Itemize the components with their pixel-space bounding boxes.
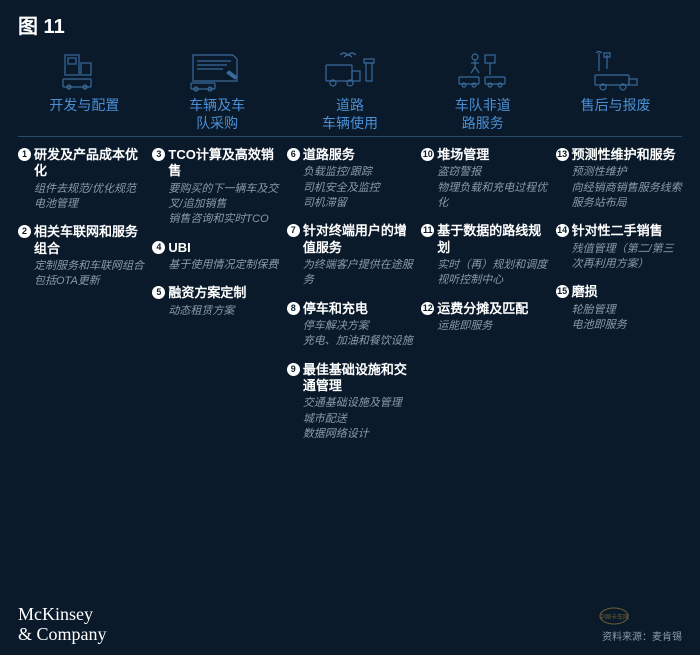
item-title: 研发及产品成本优化 [34,147,144,180]
develop-icon [20,47,149,95]
item-title: 磨损 [572,284,682,300]
procurement-icon [153,47,282,95]
list-item: 5融资方案定制动态租赁方案 [152,285,278,319]
item-desc: 动态租赁方案 [168,304,278,319]
item-title: 停车和充电 [303,301,413,317]
figure-title: 图 11 [18,10,682,39]
column: 13预测性维护和服务预测性维护向经销商销售服务线索服务站布局14针对性二手销售残… [556,147,682,454]
list-item: 9最佳基础设施和交通管理交通基础设施及管理城市配送数据网络设计 [287,362,413,443]
item-desc: 交通基础设施及管理城市配送数据网络设计 [303,396,413,442]
offroad-icon [418,47,547,95]
item-desc: 组件去规范/优化规范电池管理 [34,182,144,213]
item-number: 3 [152,148,165,161]
stage-label: 开发与配置 [20,97,149,115]
item-number: 1 [18,148,31,161]
item-desc: 运能即服务 [437,319,547,334]
stage-label: 售后与报废 [551,97,680,115]
stage-procurement: 车辆及车队采购 [151,47,284,132]
item-title: UBI [168,240,278,256]
item-desc: 要购买的下一辆车及交叉/追加销售销售咨询和实时TCO [168,182,278,228]
list-item: 11基于数据的路线规划实时（再）规划和调度视听控制中心 [421,223,547,288]
list-item: 15磨损轮胎管理电池即服务 [556,284,682,333]
item-title: 运费分摊及匹配 [437,301,547,317]
stage-develop: 开发与配置 [18,47,151,132]
item-number: 8 [287,302,300,315]
svg-text:中国卡车网: 中国卡车网 [599,613,629,621]
item-number: 5 [152,286,165,299]
item-desc: 残值管理（第二/第三次再利用方案） [572,242,682,273]
item-desc: 预测性维护向经销商销售服务线索服务站布局 [572,165,682,211]
item-desc: 定制服务和车联网组合包括OTA更新 [34,259,144,290]
stage-aftersales: 售后与报废 [549,47,682,132]
item-title: 堆场管理 [437,147,547,163]
item-number: 15 [556,285,569,298]
item-number: 7 [287,224,300,237]
source-text: 资料来源：麦肯锡 [602,628,682,643]
item-number: 4 [152,241,165,254]
item-title: 针对终端用户的增值服务 [303,223,413,256]
item-title: TCO计算及高效销售 [168,147,278,180]
item-number: 14 [556,224,569,237]
list-item: 1研发及产品成本优化组件去规范/优化规范电池管理 [18,147,144,212]
item-title: 基于数据的路线规划 [437,223,547,256]
item-desc: 实时（再）规划和调度视听控制中心 [437,258,547,289]
list-item: 2相关车联网和服务组合定制服务和车联网组合包括OTA更新 [18,224,144,289]
item-title: 预测性维护和服务 [572,147,682,163]
item-title: 相关车联网和服务组合 [34,224,144,257]
item-number: 13 [556,148,569,161]
item-desc: 基于使用情况定制保费 [168,258,278,273]
item-number: 6 [287,148,300,161]
stages-row: 开发与配置 车辆及车队采购 道路 [18,47,682,137]
stage-road: 道路车辆使用 [284,47,417,132]
aftersales-icon [551,47,680,95]
item-desc: 盗窃警报物理负载和充电过程优化 [437,165,547,211]
mckinsey-logo: McKinsey& Company [18,605,107,645]
road-icon [286,47,415,95]
item-title: 针对性二手销售 [572,223,682,239]
item-number: 11 [421,224,434,237]
item-desc: 为终端客户提供在途服务 [303,258,413,289]
column: 1研发及产品成本优化组件去规范/优化规范电池管理2相关车联网和服务组合定制服务和… [18,147,144,454]
column: 3TCO计算及高效销售要购买的下一辆车及交叉/追加销售销售咨询和实时TCO4UB… [152,147,278,454]
item-desc: 负载监控/跟踪司机安全及监控司机滞留 [303,165,413,211]
column: 10堆场管理盗窃警报物理负载和充电过程优化11基于数据的路线规划实时（再）规划和… [421,147,547,454]
item-number: 9 [287,363,300,376]
columns: 1研发及产品成本优化组件去规范/优化规范电池管理2相关车联网和服务组合定制服务和… [18,147,682,454]
item-title: 道路服务 [303,147,413,163]
stage-offroad: 车队非道路服务 [416,47,549,132]
stage-label: 车队非道路服务 [418,97,547,132]
item-number: 10 [421,148,434,161]
stage-label: 车辆及车队采购 [153,97,282,132]
item-title: 最佳基础设施和交通管理 [303,362,413,395]
stage-label: 道路车辆使用 [286,97,415,132]
list-item: 10堆场管理盗窃警报物理负载和充电过程优化 [421,147,547,211]
item-desc: 轮胎管理电池即服务 [572,303,682,334]
item-number: 2 [18,225,31,238]
list-item: 6道路服务负载监控/跟踪司机安全及监控司机滞留 [287,147,413,211]
column: 6道路服务负载监控/跟踪司机安全及监控司机滞留7针对终端用户的增值服务为终端客户… [287,147,413,454]
item-title: 融资方案定制 [168,285,278,301]
list-item: 4UBI 基于使用情况定制保费 [152,240,278,274]
item-number: 12 [421,302,434,315]
list-item: 8停车和充电停车解决方案充电、加油和餐饮设施 [287,301,413,350]
list-item: 13预测性维护和服务预测性维护向经销商销售服务线索服务站布局 [556,147,682,211]
list-item: 3TCO计算及高效销售要购买的下一辆车及交叉/追加销售销售咨询和实时TCO [152,147,278,228]
list-item: 12运费分摊及匹配运能即服务 [421,301,547,335]
item-desc: 停车解决方案充电、加油和餐饮设施 [303,319,413,350]
list-item: 7针对终端用户的增值服务为终端客户提供在途服务 [287,223,413,288]
list-item: 14针对性二手销售残值管理（第二/第三次再利用方案） [556,223,682,272]
